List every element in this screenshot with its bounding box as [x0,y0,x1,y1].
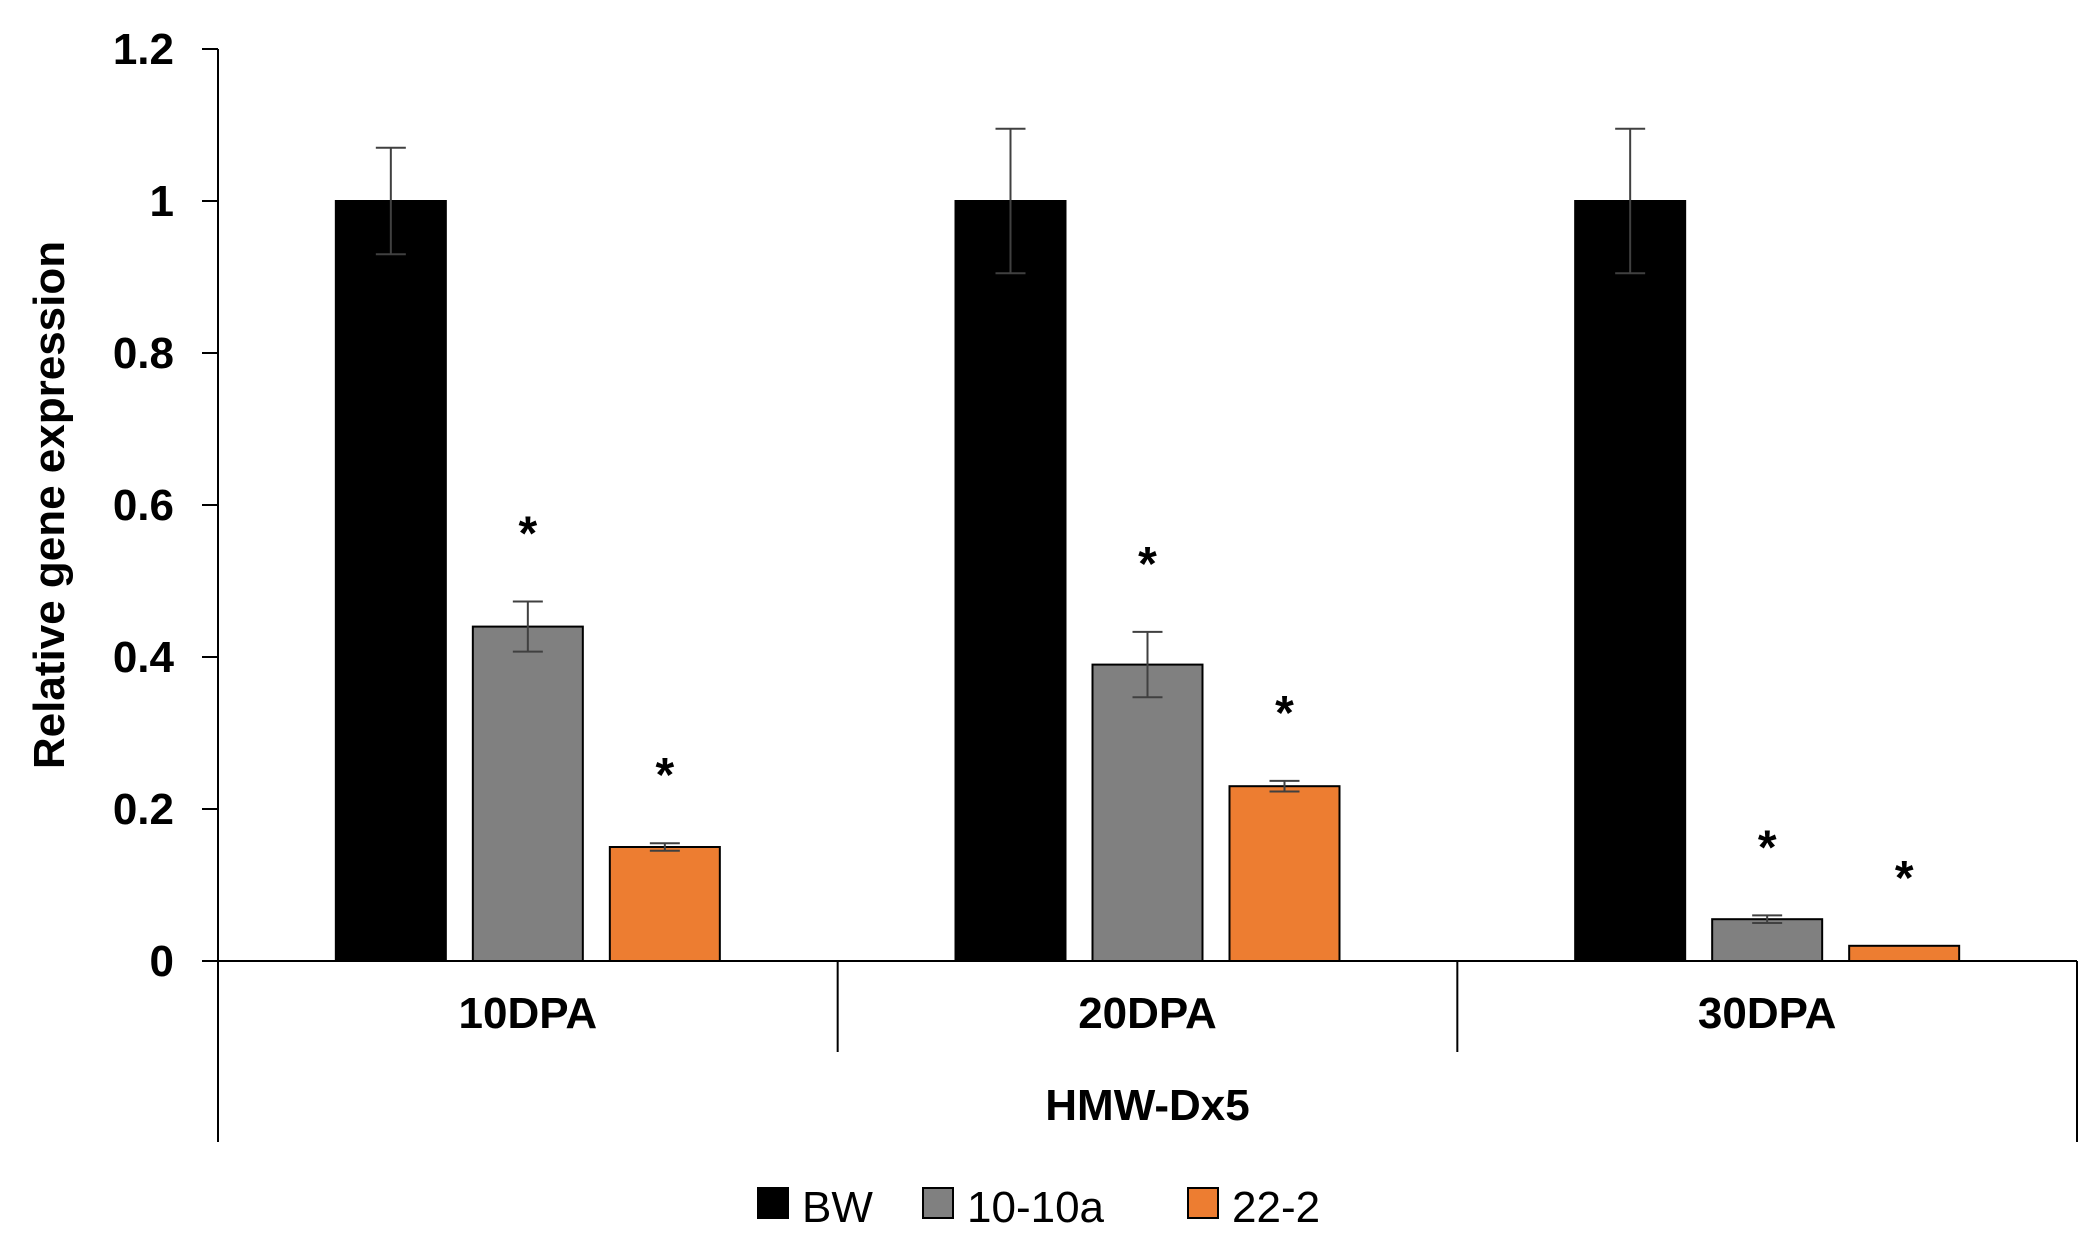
bar [1091,663,1204,962]
x-axis-group-label: HMW-Dx5 [1045,1081,1249,1130]
legend-swatch [1187,1187,1219,1219]
bar [1711,918,1824,963]
x-tick-label: 10DPA [459,989,598,1038]
labels: 0 0.2 0.4 0.6 0.8 1 1.2 Relative gene expressio… [25,25,1836,1130]
significance-star: * [1138,538,1157,591]
significance-star: * [655,749,674,802]
legend-swatch [922,1187,954,1219]
x-tick-label: 30DPA [1698,989,1837,1038]
y-tick-label: 0.4 [113,633,175,682]
bar [471,625,584,962]
y-tick-label: 0.6 [113,481,174,530]
significance-star: * [518,508,537,561]
significance-star: * [1758,821,1777,874]
bar [334,200,447,962]
legend-label: BW [802,1183,873,1232]
x-tick-label: 20DPA [1078,989,1217,1038]
significance-star: * [1275,687,1294,740]
bar [1848,944,1961,962]
y-tick-label: 0 [150,937,174,986]
legend: BW 10-10a 22-2 [757,1183,1320,1232]
y-tick-label: 0.8 [113,329,174,378]
axes [202,48,2078,1142]
y-tick-label: 1.2 [113,25,174,74]
bar [954,200,1067,962]
y-tick-label: 0.2 [113,785,174,834]
significance-star: * [1895,852,1914,905]
bar [608,846,721,962]
legend-label: 22-2 [1232,1183,1320,1232]
legend-swatch [757,1187,789,1219]
legend-label: 10-10a [967,1183,1105,1232]
bars [334,200,1961,963]
error-bars [375,127,1783,924]
bar [1228,785,1341,963]
y-tick-label: 1 [150,177,174,226]
y-axis-title: Relative gene expression [25,241,74,769]
significance-markers: * * * * * * [518,508,1913,905]
bar [1574,200,1687,962]
